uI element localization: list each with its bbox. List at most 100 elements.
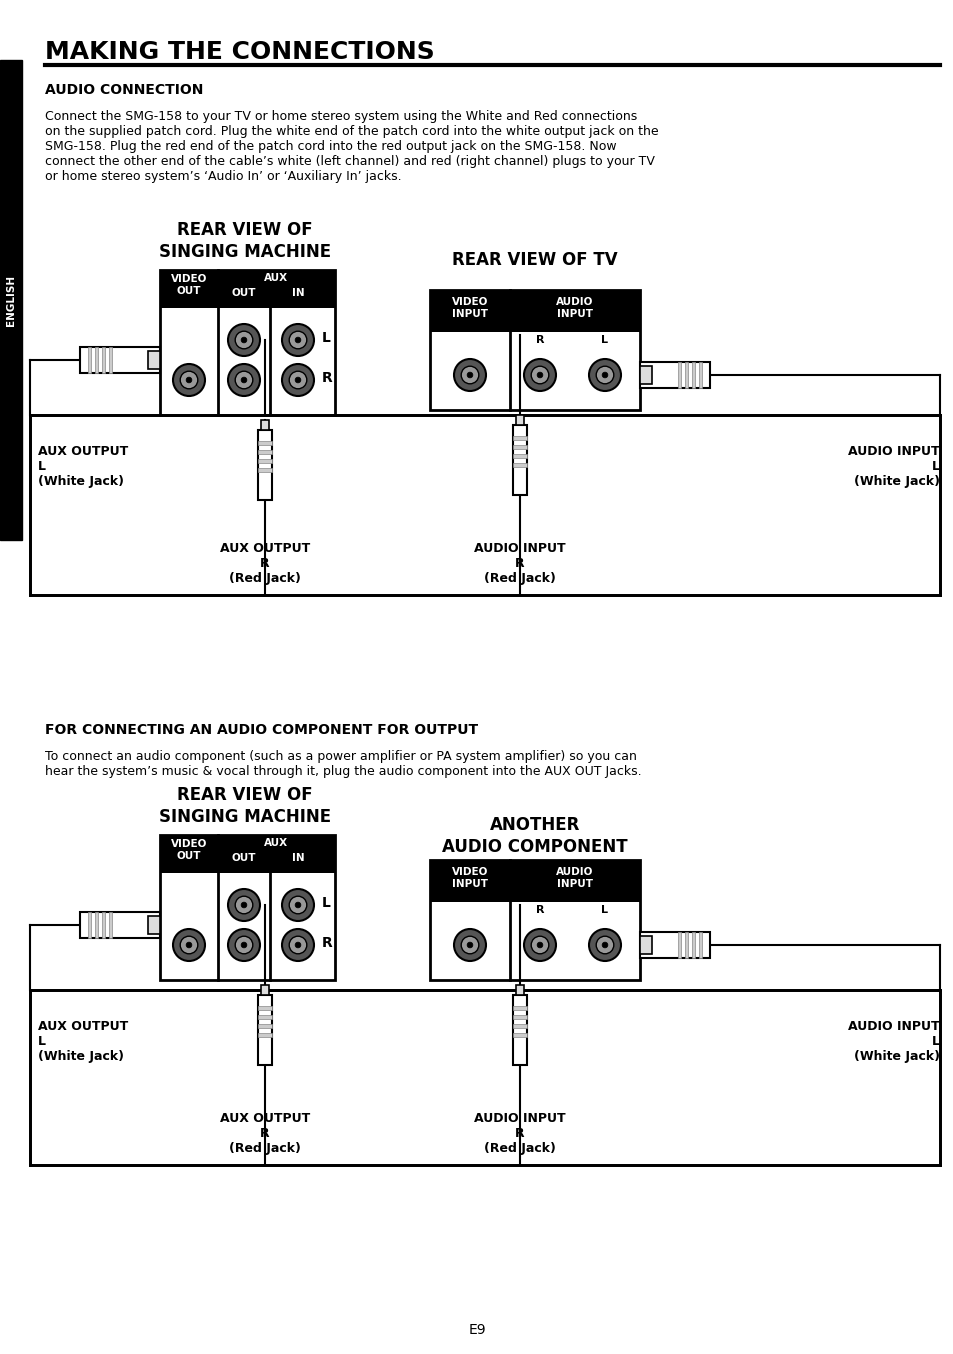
Circle shape <box>467 942 473 948</box>
Circle shape <box>241 902 247 909</box>
Text: L: L <box>322 896 331 910</box>
Text: MAKING THE CONNECTIONS: MAKING THE CONNECTIONS <box>45 41 435 64</box>
Bar <box>639 936 651 955</box>
Bar <box>513 445 526 450</box>
Bar <box>261 984 269 995</box>
Circle shape <box>228 890 260 921</box>
Text: AUDIO COMPONENT: AUDIO COMPONENT <box>442 838 627 856</box>
Bar <box>639 366 651 385</box>
Text: R: R <box>536 904 543 915</box>
Bar <box>160 269 335 307</box>
Text: AUX: AUX <box>264 838 288 848</box>
Circle shape <box>241 942 247 948</box>
Circle shape <box>241 378 247 383</box>
Bar <box>430 290 639 410</box>
Bar <box>257 459 272 463</box>
Circle shape <box>294 337 300 343</box>
Bar <box>148 915 160 934</box>
Bar <box>678 362 680 389</box>
Circle shape <box>601 372 607 378</box>
Circle shape <box>294 902 300 909</box>
Bar <box>257 995 272 1066</box>
Bar <box>257 1024 272 1028</box>
Bar <box>691 932 695 959</box>
Circle shape <box>531 366 548 383</box>
Text: Connect the SMG-158 to your TV or home stereo system using the White and Red con: Connect the SMG-158 to your TV or home s… <box>45 110 658 183</box>
Bar <box>95 913 98 938</box>
Circle shape <box>294 942 300 948</box>
Bar <box>684 932 687 959</box>
Bar <box>148 351 160 370</box>
Circle shape <box>454 929 485 961</box>
Circle shape <box>172 929 205 961</box>
Text: IN: IN <box>292 853 304 862</box>
Bar <box>80 347 160 372</box>
Text: VIDEO
INPUT: VIDEO INPUT <box>452 867 488 888</box>
Circle shape <box>186 378 192 383</box>
Bar <box>513 995 526 1066</box>
Circle shape <box>289 332 307 349</box>
Circle shape <box>596 936 613 953</box>
Bar <box>513 436 526 440</box>
Circle shape <box>460 936 478 953</box>
Bar <box>88 913 91 938</box>
Text: IN: IN <box>292 288 304 298</box>
Bar <box>257 431 272 500</box>
Text: REAR VIEW OF: REAR VIEW OF <box>177 221 313 240</box>
Text: AUX: AUX <box>264 274 288 283</box>
Text: ENGLISH: ENGLISH <box>6 275 16 325</box>
Bar <box>261 420 269 431</box>
Polygon shape <box>0 60 22 540</box>
Bar <box>513 1024 526 1028</box>
Bar <box>699 362 701 389</box>
Bar <box>678 932 680 959</box>
Text: AUDIO INPUT
L
(White Jack): AUDIO INPUT L (White Jack) <box>847 1020 939 1063</box>
Bar <box>639 932 709 959</box>
Text: AUDIO CONNECTION: AUDIO CONNECTION <box>45 83 203 97</box>
Bar <box>430 290 639 332</box>
Bar <box>639 362 709 389</box>
Text: AUDIO
INPUT: AUDIO INPUT <box>556 867 593 888</box>
Text: SINGING MACHINE: SINGING MACHINE <box>159 242 331 261</box>
Circle shape <box>228 364 260 395</box>
Circle shape <box>235 332 253 349</box>
Text: L: L <box>322 330 331 345</box>
Bar <box>516 414 523 425</box>
Circle shape <box>235 371 253 389</box>
Text: OUT: OUT <box>232 288 256 298</box>
Text: To connect an audio component (such as a power amplifier or PA system amplifier): To connect an audio component (such as a… <box>45 750 641 779</box>
Bar <box>691 362 695 389</box>
Bar <box>257 1016 272 1020</box>
Text: OUT: OUT <box>232 853 256 862</box>
Bar <box>160 269 335 414</box>
Bar <box>109 913 112 938</box>
Bar <box>684 362 687 389</box>
Bar <box>102 913 105 938</box>
Text: REAR VIEW OF TV: REAR VIEW OF TV <box>452 250 618 269</box>
Text: SINGING MACHINE: SINGING MACHINE <box>159 808 331 826</box>
Circle shape <box>282 364 314 395</box>
Text: E9: E9 <box>468 1323 485 1336</box>
Text: AUX OUTPUT
R
(Red Jack): AUX OUTPUT R (Red Jack) <box>219 542 310 585</box>
Bar <box>513 425 526 496</box>
Circle shape <box>282 929 314 961</box>
Bar <box>513 463 526 467</box>
Circle shape <box>180 371 197 389</box>
Bar <box>160 835 335 873</box>
Text: AUDIO
INPUT: AUDIO INPUT <box>556 297 593 318</box>
Bar <box>257 468 272 473</box>
Text: AUDIO INPUT
R
(Red Jack): AUDIO INPUT R (Red Jack) <box>474 542 565 585</box>
Bar <box>257 450 272 454</box>
Bar <box>513 1006 526 1010</box>
Circle shape <box>467 372 473 378</box>
Circle shape <box>282 890 314 921</box>
Text: AUDIO INPUT
L
(White Jack): AUDIO INPUT L (White Jack) <box>847 445 939 487</box>
Text: VIDEO
OUT: VIDEO OUT <box>171 275 207 295</box>
Text: R: R <box>322 371 333 385</box>
Text: R: R <box>536 334 543 345</box>
Text: L: L <box>601 904 608 915</box>
Circle shape <box>523 929 556 961</box>
Bar <box>513 1033 526 1037</box>
Text: FOR CONNECTING AN AUDIO COMPONENT FOR OUTPUT: FOR CONNECTING AN AUDIO COMPONENT FOR OU… <box>45 723 477 737</box>
Circle shape <box>289 936 307 953</box>
